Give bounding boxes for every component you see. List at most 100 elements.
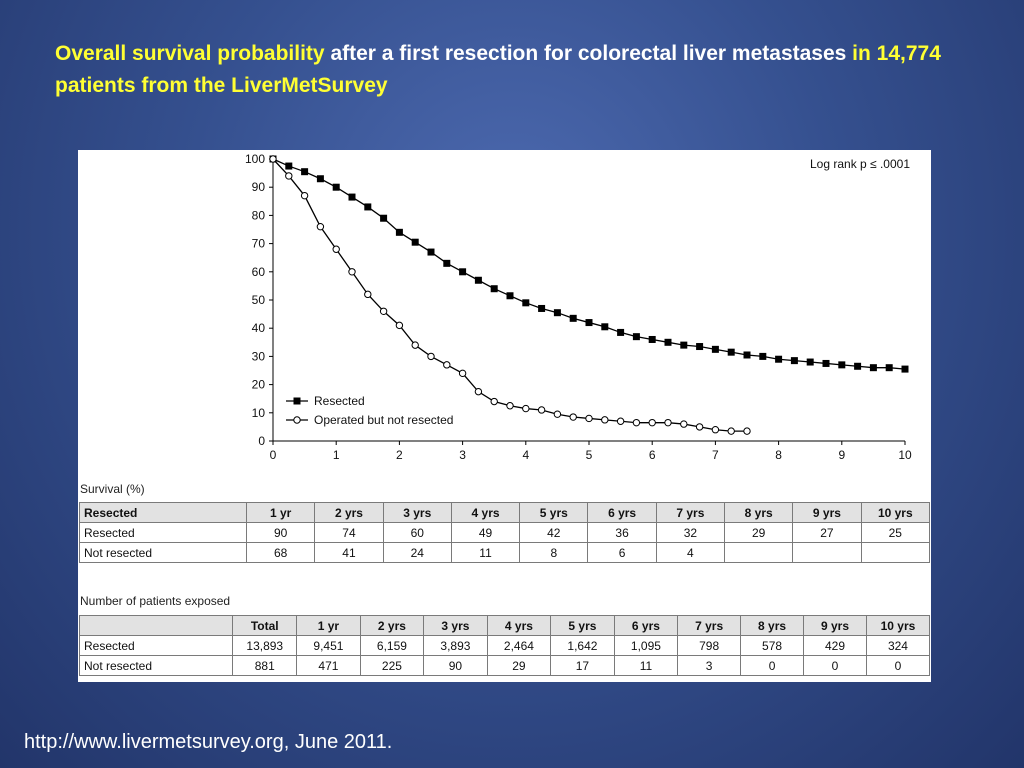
x-tick-label: 4 [522, 448, 529, 462]
exposed-header-cell: 8 yrs [740, 615, 805, 636]
exposed-row-label: Not resected [78, 655, 234, 676]
x-tick-label: 8 [775, 448, 782, 462]
not-resected-point [743, 427, 751, 435]
x-tick-label: 5 [586, 448, 593, 462]
x-tick-label: 1 [333, 448, 340, 462]
title-highlight-2: in 14,774 patients from the LiverMetSurv… [55, 42, 941, 97]
not-resected-point [727, 427, 735, 435]
exposed-cell: 90 [423, 655, 488, 676]
exposed-cell: 798 [677, 635, 742, 656]
not-resected-point [569, 413, 577, 421]
not-resected-point [616, 417, 625, 425]
not-resected-point [632, 418, 641, 427]
not-resected-point [379, 307, 388, 315]
not-resected-point [695, 423, 704, 431]
survival-cell [860, 542, 931, 563]
series-line-1 [272, 158, 906, 370]
resected-point [459, 268, 467, 276]
survival-cell: 6 [587, 542, 657, 563]
figure-panel: 0 10 20 30 40 50 60 70 80 90 100 0 1 2 3 4 5 6 7 8 9 10 Log ra… [78, 150, 931, 682]
resected-point [680, 341, 688, 349]
exposed-cell: 2,464 [486, 635, 552, 656]
survival-cell [792, 542, 862, 563]
not-resected-point [680, 420, 688, 428]
source-footer: http://www.livermetsurvey.org, June 2011… [24, 731, 393, 753]
legend-marker-resected [293, 397, 301, 405]
not-resected-point [553, 410, 562, 418]
survival-header-cell: 5 yrs [519, 502, 589, 523]
y-tick-label: 60 [252, 265, 266, 279]
survival-cell: 27 [792, 522, 862, 543]
survival-header-cell: 10 yrs [860, 502, 931, 523]
x-tick-label: 7 [712, 448, 719, 462]
exposed-header-cell: 5 yrs [550, 615, 615, 636]
not-resected-point [411, 341, 419, 349]
resected-point [885, 364, 893, 372]
y-tick-label: 30 [252, 349, 266, 363]
survival-cell: 8 [519, 542, 589, 563]
y-tick-label: 80 [252, 208, 266, 222]
title-highlight-1: Overall survival probability [55, 42, 325, 65]
y-tick-label: 100 [245, 152, 265, 166]
resected-point [285, 162, 293, 170]
survival-table: Resected 1 yr 2 yrs 3 yrs 4 yrs 5 yrs 6 yrs 7 y… [78, 502, 931, 563]
table-row: Resected 90 74 60 49 42 36 32 29 27 25 [78, 522, 931, 543]
not-resected-point [648, 418, 656, 427]
not-resected-point [585, 414, 593, 423]
resected-point [664, 338, 672, 346]
not-resected-point [300, 191, 309, 200]
survival-header-cell: 9 yrs [792, 502, 862, 523]
resected-point [759, 352, 767, 360]
survival-cell: 25 [860, 522, 931, 543]
resected-point [348, 193, 356, 201]
survival-cell: 29 [724, 522, 794, 543]
exposed-table: Total 1 yr 2 yrs 3 yrs 4 yrs 5 yrs 6 yrs 7 yrs 8… [78, 615, 931, 676]
exposed-header-cell: 6 yrs [613, 615, 679, 636]
survival-cell: 32 [655, 522, 726, 543]
y-tick-label: 40 [252, 321, 266, 335]
y-tick-label: 90 [252, 180, 266, 194]
resected-point [617, 328, 625, 336]
exposed-header-cell: Total [232, 615, 298, 636]
resected-point [775, 355, 783, 363]
survival-header-cell: 3 yrs [382, 502, 452, 523]
survival-chart: 0 10 20 30 40 50 60 70 80 90 100 0 1 2 3 4 5 6 7 8 9 10 Log ra… [245, 152, 912, 462]
exposed-header-cell: 1 yr [296, 615, 361, 636]
exposed-header-row: Total 1 yr 2 yrs 3 yrs 4 yrs 5 yrs 6 yrs 7 yrs 8… [78, 615, 931, 636]
resected-point [506, 292, 514, 300]
resected-point [743, 351, 751, 359]
survival-header-cell: Resected [78, 502, 248, 523]
survival-header-cell: 2 yrs [314, 502, 384, 523]
exposed-cell: 9,451 [296, 635, 361, 656]
survival-header-cell: 8 yrs [724, 502, 794, 523]
resected-point [411, 238, 419, 246]
resected-point [316, 175, 324, 183]
resected-point [301, 168, 309, 176]
survival-cell: 41 [314, 542, 384, 563]
survival-header-row: Resected 1 yr 2 yrs 3 yrs 4 yrs 5 yrs 6 yrs 7 y… [78, 502, 931, 523]
resected-point [806, 358, 814, 366]
exposed-cell: 324 [865, 635, 931, 656]
table-row: Not resected 68 41 24 11 8 6 4 [78, 542, 931, 563]
legend-label-2: Operated but not resected [314, 413, 453, 427]
resected-point [854, 362, 862, 370]
exposed-table-label: Number of patients exposed [80, 594, 231, 608]
resected-point [490, 285, 498, 293]
survival-cell [724, 542, 794, 563]
survival-cell: 90 [246, 522, 316, 543]
exposed-cell: 0 [865, 655, 931, 676]
not-resected-point [522, 404, 530, 413]
survival-cell: 60 [382, 522, 452, 543]
title-text: after a first resection for colorectal l… [324, 42, 847, 65]
x-tick-label: 0 [270, 448, 277, 462]
not-resected-point [316, 222, 325, 231]
exposed-cell: 1,095 [613, 635, 679, 656]
x-tick-label: 9 [838, 448, 845, 462]
log-rank-annotation: Log rank p ≤ .0001 [810, 157, 910, 171]
not-resected-point [664, 418, 672, 427]
resected-point [901, 365, 909, 373]
survival-header-cell: 1 yr [246, 502, 316, 523]
resected-point [427, 248, 435, 256]
exposed-header-cell: 4 yrs [486, 615, 552, 636]
survival-cell: 68 [246, 542, 316, 563]
